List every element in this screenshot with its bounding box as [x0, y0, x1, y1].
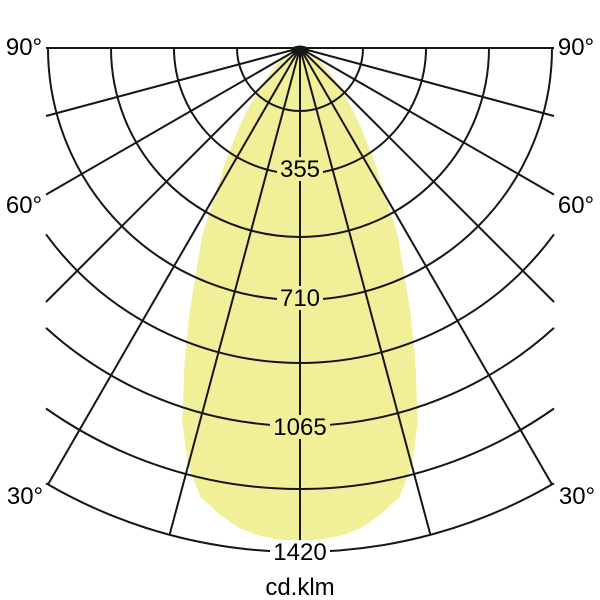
intensity-ring-minor-2 [110, 47, 490, 238]
ring-label-background-710 [277, 286, 323, 310]
angle-label-90-right: 90° [558, 34, 594, 61]
ring-value-label-355: 355 [280, 156, 320, 183]
ring-value-label-1420: 1420 [273, 539, 326, 566]
angle-line-45-left [45, 47, 301, 303]
ring-label-background-1420 [270, 540, 330, 565]
angle-label-30-right: 30° [559, 483, 595, 510]
angle-line-45-right [299, 47, 555, 303]
angle-line-60-right [299, 47, 555, 196]
angle-label-60-left: 60° [6, 192, 42, 219]
ring-value-label-710: 710 [280, 285, 320, 312]
unit-label: cd.klm [265, 574, 334, 600]
ring-value-label-1065: 1065 [273, 414, 326, 441]
ring-label-background-355 [277, 157, 323, 181]
angle-label-90-left: 90° [6, 34, 42, 61]
angle-line-60-left [45, 47, 301, 196]
ring-label-background-1065 [270, 415, 330, 439]
intensity-ring-minor-1 [236, 47, 364, 112]
angle-line-75-left [45, 47, 301, 117]
intensity-ring-minor-3 [45, 233, 555, 364]
angle-label-60-right: 60° [558, 192, 594, 219]
intensity-ring-minor-4 [45, 407, 555, 490]
angle-line-75-right [299, 47, 555, 117]
angle-label-30-left: 30° [7, 483, 43, 510]
pole-point [291, 45, 309, 55]
